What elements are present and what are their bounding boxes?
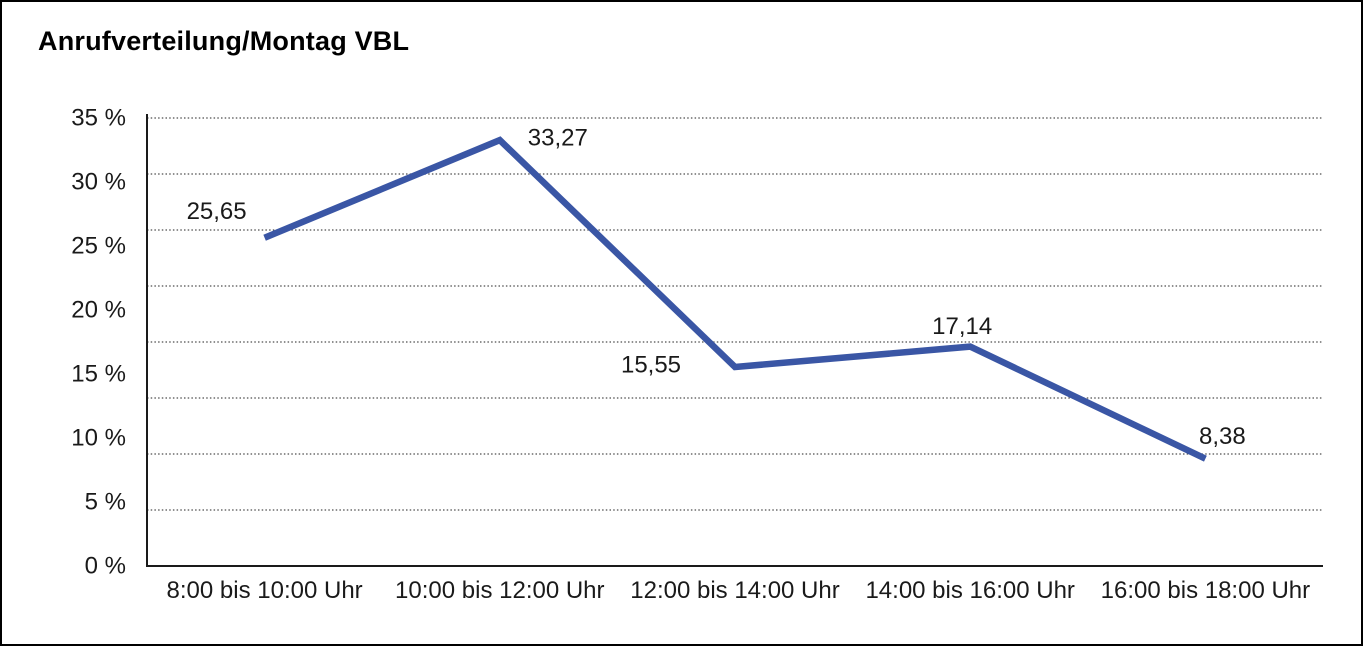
data-point-label: 8,38 [1199,423,1246,450]
x-axis-tick-label: 10:00 bis 12:00 Uhr [395,577,604,604]
y-axis-tick-label: 15 % [71,361,126,388]
x-axis-tick-label: 8:00 bis 10:00 Uhr [167,577,363,604]
y-axis-tick-label: 10 % [71,425,126,452]
data-point-label: 33,27 [528,125,588,152]
chart-title: Anrufverteilung/Montag VBL [38,26,410,56]
y-axis-tick-label: 25 % [71,233,126,260]
data-point-label: 15,55 [621,351,681,378]
y-axis-tick-label: 35 % [71,105,126,132]
x-axis-tick-label: 12:00 bis 14:00 Uhr [630,577,839,604]
y-axis-tick-label: 30 % [71,169,126,196]
x-axis-tick-label: 16:00 bis 18:00 Uhr [1101,577,1310,604]
y-axis-tick-label: 20 % [71,297,126,324]
data-point-label: 25,65 [187,198,247,225]
y-axis-tick-label: 0 % [85,553,126,580]
y-axis-tick-label: 5 % [85,489,126,516]
data-line [263,136,1207,462]
data-point-label: 17,14 [932,313,992,340]
x-axis-tick-label: 14:00 bis 16:00 Uhr [865,577,1074,604]
